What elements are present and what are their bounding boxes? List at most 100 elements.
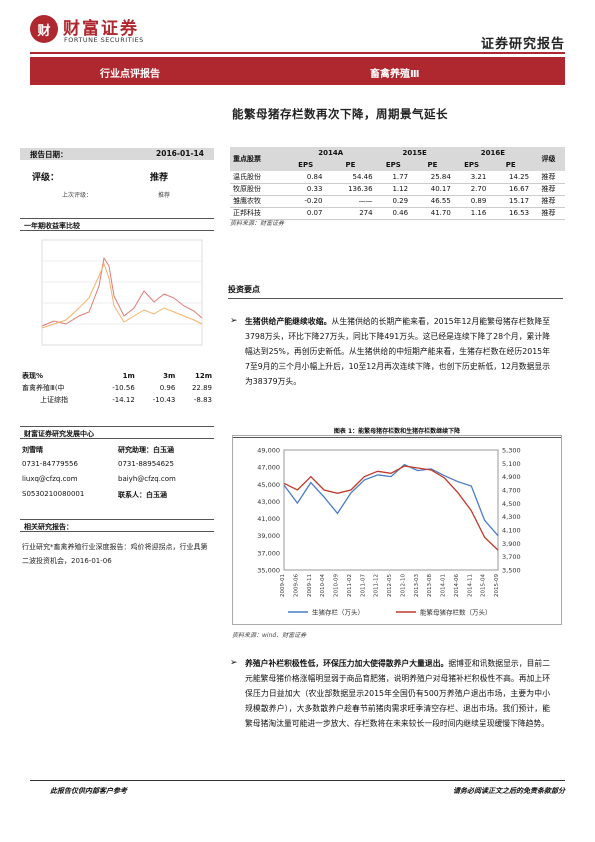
stock-value: 0.33 [306, 185, 323, 193]
stock-row: 正邦科技 0.07 274 0.46 41.70 1.16 16.53 推荐 [230, 207, 565, 219]
analyst-name: 刘雪晴 [22, 446, 43, 454]
x-tick: 2013-03 [414, 574, 420, 597]
sub-header: PE [427, 161, 438, 169]
stock-rating: 推荐 [541, 209, 556, 217]
x-tick: 2009-01 [280, 574, 286, 597]
perf-header: 表现% [22, 372, 44, 380]
perf-cell: 上证综指 [40, 396, 68, 404]
year-header: 2016E [480, 149, 506, 157]
table-source: 资料来源：财富证券 [230, 220, 285, 227]
sub-header: EPS [385, 161, 401, 169]
perf-line-index [41, 262, 203, 329]
stock-name: 牧原股份 [233, 185, 261, 193]
perf-table: 表现% 1m 3m 12m 畜禽养殖Ⅲ(中 -10.56 0.96 22.89 … [20, 370, 214, 406]
x-tick: 2009-11 [307, 574, 313, 597]
perf-cell: -10.43 [152, 396, 176, 404]
stock-value: —— [358, 197, 373, 205]
stock-value: 1.77 [392, 172, 409, 181]
brand-name-cn: 财富证券 [63, 19, 139, 39]
y-right-tick: 4,700 [502, 487, 521, 495]
email-1[interactable]: liuxq@cfzq.com [22, 475, 78, 483]
stock-value: 0.46 [392, 209, 409, 217]
related-report[interactable]: 行业研究*畜禽养殖行业深度报告：鸡价将迎拐点，行业具第二波投资机会，2016-0… [22, 543, 208, 565]
stock-row: 温氏股份 0.84 54.46 1.77 25.84 3.21 14.25 推荐 [230, 171, 565, 183]
stock-name: 正邦科技 [233, 209, 261, 217]
stock-rating: 推荐 [541, 172, 556, 181]
report-date-label: 报告日期： [30, 150, 68, 159]
footer-left: 此报告仅供内部客户参考 [50, 787, 127, 795]
perf-line-industry [41, 256, 203, 327]
sub-header: PE [505, 161, 516, 169]
x-tick: 2015-09 [494, 574, 500, 597]
perf-cell: -10.56 [112, 384, 135, 392]
x-tick: 2014-01 [441, 574, 447, 597]
x-tick: 2015-04 [481, 574, 487, 597]
perf-cell: -8.83 [193, 396, 212, 404]
y-right-tick: 3,700 [502, 553, 521, 561]
footer-rule [30, 780, 565, 781]
line-chart: 49,000 47,000 45,000 43,000 41,000 39,000 37,0… [257, 447, 521, 617]
bullet-icon: ➢ [230, 658, 238, 668]
y-right-tick: 5,100 [502, 460, 521, 468]
paragraph-2-body: 据博亚和讯数据显示，目前二元能繁母猪价格涨幅明显弱于商品育肥猪，说明养殖户对母猪… [245, 659, 551, 728]
perf-header: 3m [163, 372, 176, 380]
year-header: 2015E [402, 149, 427, 157]
y-right-tick: 3,900 [502, 540, 521, 548]
rating-header: 评级 [541, 155, 556, 163]
legend-label-0: 生猪存栏（万头） [312, 608, 364, 617]
y-right-tick: 5,300 [502, 447, 521, 455]
stock-value: 0.84 [306, 172, 323, 181]
stock-value: 14.25 [509, 172, 530, 181]
stock-value: -0.20 [304, 197, 323, 205]
invest-head: 投资要点 [228, 285, 260, 294]
header-rule [30, 52, 565, 54]
related-title: 相关研究报告： [20, 519, 214, 532]
y-left-tick: 47,000 [257, 464, 280, 472]
cert-number: S0530210080001 [22, 490, 85, 498]
y-left-tick: 39,000 [257, 532, 280, 540]
assistant-name: 研究助理：白玉涵 [118, 446, 174, 454]
stock-value: 41.70 [430, 209, 451, 217]
stock-value: 0.29 [392, 197, 409, 205]
stock-value: 1.12 [392, 185, 409, 193]
stock-rating: 推荐 [541, 197, 556, 205]
paragraph-2: 养殖户补栏积极性低，环保压力加大使得散养户大量退出。据博亚和讯数据显示，目前二元… [245, 656, 550, 731]
stock-value: 16.53 [509, 209, 530, 217]
team-title: 财富证券研究发展中心 [20, 426, 214, 439]
sub-header: EPS [298, 161, 314, 169]
series-line-0 [283, 463, 499, 537]
paragraph-2-lead: 养殖户补栏积极性低，环保压力加大使得散养户大量退出。 [245, 659, 449, 668]
report-date-box: 报告日期： 2016-01-14 [20, 148, 214, 160]
brand-name-en: FORTUNE SECURITIES [64, 36, 144, 44]
bullet-icon: ➢ [230, 316, 238, 326]
paragraph-1: 生猪供给产能继续收缩。从生猪供给的长期产能来看，2015年12月能繁母猪存栏数降… [245, 314, 550, 389]
rating-label: 评级： [32, 173, 60, 183]
x-tick: 2012-05 [387, 574, 393, 597]
y-left-tick: 41,000 [257, 515, 280, 523]
stock-value: 0.07 [306, 209, 323, 217]
legend-label-1: 能繁母猪存栏数（万头） [420, 608, 492, 617]
stock-header-name: 重点股票 [233, 155, 261, 163]
perf-row: 畜禽养殖Ⅲ(中 -10.56 0.96 22.89 [20, 382, 214, 394]
paragraph-1-lead: 生猪供给产能继续收缩。 [245, 317, 332, 326]
band-left-label: 行业点评报告 [100, 69, 160, 80]
band-right-label: 畜禽养殖Ⅲ [370, 69, 420, 80]
invest-rule [228, 298, 563, 299]
stock-table: 重点股票 2014A 2015E 2016E 评级 EPS PE EPS PE … [230, 147, 565, 220]
x-tick: 2012-10 [400, 574, 406, 597]
email-2[interactable]: baiyh@cfzq.com [118, 475, 176, 483]
stock-value: 274 [359, 209, 373, 217]
plot-area [283, 449, 499, 571]
stock-value: 40.17 [430, 185, 451, 193]
phone-1: 0731-84779556 [22, 460, 78, 468]
x-tick: 2009-06 [293, 574, 299, 597]
x-tick: 2013-08 [427, 574, 433, 597]
figure-source: 资料来源：wind、财富证券 [232, 632, 307, 639]
stock-name: 温氏股份 [233, 172, 261, 181]
sub-header: PE [345, 161, 356, 169]
x-tick: 2014-06 [454, 574, 460, 597]
y-left-tick: 35,000 [257, 567, 280, 575]
stock-value: 136.36 [348, 185, 373, 193]
x-tick: 2011-02 [347, 574, 353, 597]
stock-row: 牧原股份 0.33 136.36 1.12 40.17 2.70 16.67 推荐 [230, 183, 565, 195]
